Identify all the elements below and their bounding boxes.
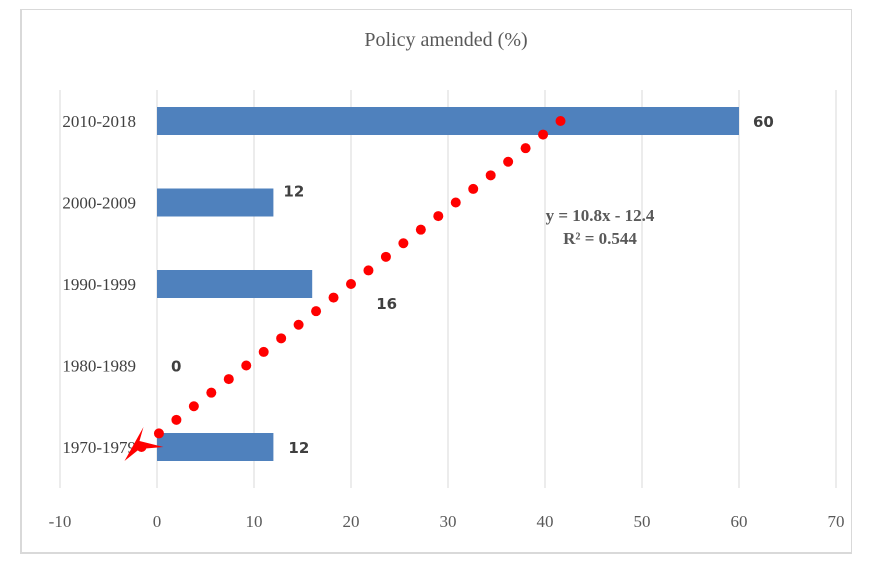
- trendline-dot: [346, 279, 356, 289]
- category-label: 1990-1999: [62, 275, 136, 294]
- trendline-dot: [223, 374, 234, 385]
- category-label: 1980-1989: [62, 357, 136, 376]
- trendline-dot: [188, 401, 199, 412]
- x-tick-label: 0: [153, 512, 162, 531]
- gridlines: [59, 90, 837, 488]
- trendline-dot: [206, 387, 217, 398]
- trendline-dot: [241, 360, 252, 371]
- trendline-dot: [380, 251, 391, 262]
- bar: [157, 270, 313, 298]
- x-tick-label: 30: [440, 512, 457, 531]
- trendline-dot: [538, 129, 549, 140]
- trendline: [124, 116, 566, 461]
- category-label: 2010-2018: [62, 112, 136, 131]
- trendline-dot: [433, 211, 444, 222]
- trendline-dot: [450, 197, 461, 208]
- trendline-dot: [363, 265, 374, 276]
- bar: [157, 107, 739, 135]
- trendline-r2: R² = 0.544: [563, 229, 637, 248]
- x-tick-label: 60: [731, 512, 748, 531]
- data-labels: 12 0 16 12 60: [171, 113, 774, 457]
- data-label: 0: [171, 358, 181, 376]
- x-tick-label: 50: [634, 512, 651, 531]
- data-label: 16: [376, 295, 397, 313]
- bar: [157, 433, 274, 461]
- category-labels: 1970-1979 1980-1989 1990-1999 2000-2009 2010…: [62, 112, 136, 457]
- trendline-dot: [485, 170, 496, 181]
- x-tick-label: -10: [49, 512, 72, 531]
- category-label: 2000-2009: [62, 194, 136, 213]
- trendline-dot: [398, 238, 409, 249]
- bar: [157, 188, 274, 217]
- x-tick-label: 70: [828, 512, 845, 531]
- trendline-dot: [153, 428, 164, 439]
- category-label: 1970-1979: [62, 438, 136, 457]
- trendline-arrowhead: [124, 427, 164, 461]
- trendline-dot: [293, 319, 304, 330]
- trendline-dot: [311, 306, 322, 317]
- x-tick-label: 10: [246, 512, 263, 531]
- chart-title: Policy amended (%): [364, 29, 527, 51]
- trendline-dot: [520, 143, 531, 154]
- trendline-dot: [276, 333, 287, 344]
- trendline-dot: [468, 183, 479, 194]
- trendline-dot: [171, 414, 182, 425]
- trendline-dot: [258, 346, 269, 357]
- bars: [157, 107, 739, 461]
- x-tick-labels: -10 0 10 20 30 40 50 60 70: [49, 512, 845, 531]
- data-label: 12: [288, 439, 309, 457]
- trendline-dot: [555, 116, 566, 126]
- x-tick-label: 20: [343, 512, 360, 531]
- trendline-equation: y = 10.8x - 12.4: [546, 206, 655, 225]
- data-label: 60: [753, 113, 774, 131]
- trendline-dot: [328, 292, 339, 303]
- x-tick-label: 40: [537, 512, 554, 531]
- data-label: 12: [283, 183, 304, 201]
- trendline-dot: [503, 156, 514, 167]
- trendline-dot: [415, 224, 426, 235]
